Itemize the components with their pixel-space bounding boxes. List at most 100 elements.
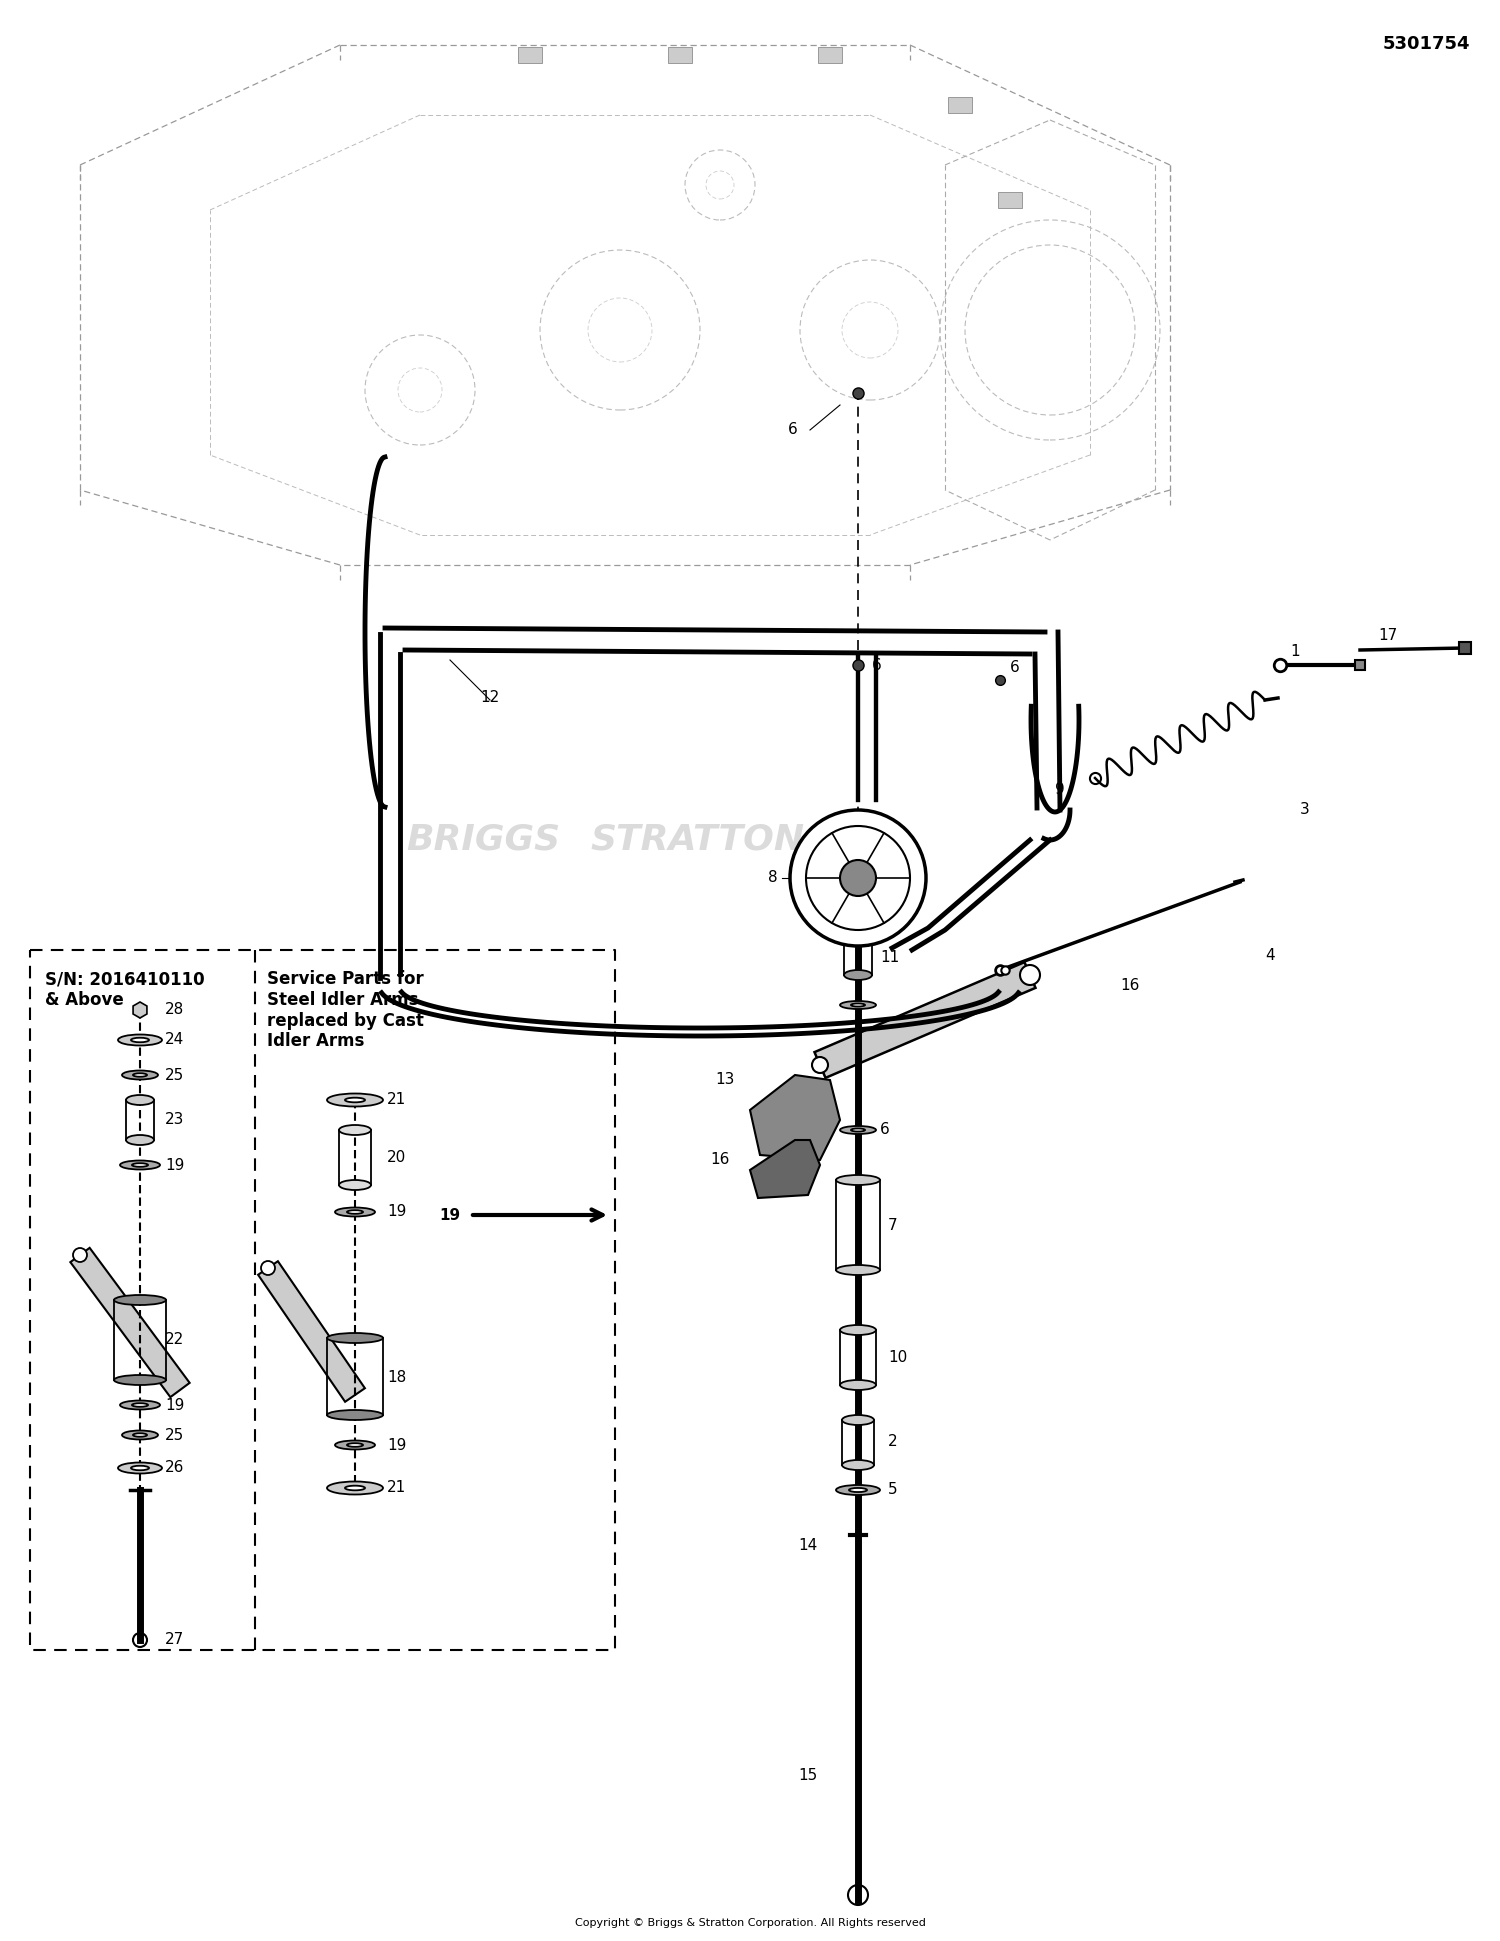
Ellipse shape — [126, 1135, 154, 1145]
Text: 25: 25 — [165, 1427, 184, 1442]
Text: 6: 6 — [880, 1122, 890, 1137]
Polygon shape — [750, 1139, 820, 1198]
Polygon shape — [70, 1248, 189, 1398]
FancyBboxPatch shape — [818, 47, 842, 62]
Text: 25: 25 — [165, 1068, 184, 1083]
Ellipse shape — [114, 1295, 166, 1304]
Ellipse shape — [334, 1440, 375, 1450]
Ellipse shape — [327, 1093, 382, 1106]
Ellipse shape — [840, 1126, 876, 1134]
Text: 10: 10 — [888, 1349, 908, 1365]
Text: 20: 20 — [387, 1149, 406, 1165]
Ellipse shape — [842, 1415, 874, 1425]
Ellipse shape — [327, 1333, 382, 1343]
Text: 27: 27 — [165, 1632, 184, 1648]
Ellipse shape — [327, 1409, 382, 1421]
Ellipse shape — [134, 1073, 147, 1077]
Text: Service Parts for
Steel Idler Arms
replaced by Cast
Idler Arms: Service Parts for Steel Idler Arms repla… — [267, 970, 424, 1050]
Polygon shape — [815, 963, 1035, 1077]
Polygon shape — [258, 1262, 364, 1401]
Text: 13: 13 — [716, 1073, 735, 1087]
Ellipse shape — [339, 1180, 370, 1190]
Text: 19: 19 — [165, 1157, 184, 1172]
Text: 5301754: 5301754 — [1383, 35, 1470, 52]
Text: 17: 17 — [1378, 627, 1398, 642]
Ellipse shape — [132, 1163, 148, 1167]
Ellipse shape — [836, 1485, 880, 1495]
Ellipse shape — [134, 1432, 147, 1436]
Ellipse shape — [346, 1444, 363, 1446]
Ellipse shape — [850, 1128, 865, 1132]
Ellipse shape — [118, 1462, 162, 1473]
Text: 19: 19 — [387, 1438, 406, 1452]
Text: 16: 16 — [711, 1153, 730, 1167]
Text: 6: 6 — [789, 423, 798, 437]
Text: 21: 21 — [387, 1481, 406, 1495]
Ellipse shape — [844, 970, 871, 980]
Circle shape — [261, 1262, 274, 1275]
Text: S/N: 2016410110
& Above: S/N: 2016410110 & Above — [45, 970, 204, 1009]
Text: 5: 5 — [888, 1483, 897, 1498]
Text: 19: 19 — [165, 1398, 184, 1413]
Text: 23: 23 — [165, 1112, 184, 1128]
Ellipse shape — [840, 1326, 876, 1335]
Ellipse shape — [130, 1465, 148, 1469]
Ellipse shape — [327, 1481, 382, 1495]
Text: 24: 24 — [165, 1033, 184, 1048]
Ellipse shape — [849, 1489, 867, 1493]
Ellipse shape — [836, 1174, 880, 1186]
Ellipse shape — [842, 1460, 874, 1469]
Text: 22: 22 — [165, 1333, 184, 1347]
Text: BRIGGS: BRIGGS — [406, 823, 560, 858]
Circle shape — [74, 1248, 87, 1262]
Text: 19: 19 — [387, 1205, 406, 1219]
Ellipse shape — [120, 1401, 160, 1409]
Ellipse shape — [132, 1403, 148, 1407]
Text: 6: 6 — [871, 658, 882, 672]
Ellipse shape — [130, 1038, 148, 1042]
Circle shape — [790, 809, 926, 945]
Text: Copyright © Briggs & Stratton Corporation. All Rights reserved: Copyright © Briggs & Stratton Corporatio… — [574, 1918, 926, 1927]
FancyBboxPatch shape — [518, 47, 542, 62]
Ellipse shape — [120, 1161, 160, 1170]
Text: 19: 19 — [440, 1207, 460, 1223]
Ellipse shape — [840, 1002, 876, 1009]
Text: 4: 4 — [1264, 947, 1275, 963]
Text: 11: 11 — [880, 949, 900, 965]
Ellipse shape — [339, 1126, 370, 1135]
Text: 18: 18 — [387, 1370, 406, 1386]
Ellipse shape — [334, 1207, 375, 1217]
FancyBboxPatch shape — [668, 47, 692, 62]
Text: 26: 26 — [165, 1460, 184, 1475]
Circle shape — [1020, 965, 1040, 984]
Ellipse shape — [840, 1380, 876, 1390]
Text: 9: 9 — [1054, 782, 1065, 798]
Text: STRATTON: STRATTON — [590, 823, 804, 858]
Ellipse shape — [126, 1095, 154, 1104]
Text: 2: 2 — [888, 1434, 897, 1450]
Ellipse shape — [836, 1266, 880, 1275]
Ellipse shape — [850, 1003, 865, 1007]
Polygon shape — [750, 1075, 840, 1161]
Ellipse shape — [345, 1485, 364, 1491]
Text: 16: 16 — [1120, 978, 1140, 992]
Text: 8: 8 — [768, 870, 778, 885]
Ellipse shape — [346, 1209, 363, 1213]
Text: 7: 7 — [888, 1217, 897, 1233]
Ellipse shape — [345, 1099, 364, 1102]
Text: 1: 1 — [1290, 644, 1299, 660]
Ellipse shape — [122, 1431, 158, 1440]
Circle shape — [812, 1058, 828, 1073]
Text: 12: 12 — [480, 691, 500, 705]
Polygon shape — [134, 1002, 147, 1017]
FancyBboxPatch shape — [998, 192, 1022, 208]
FancyBboxPatch shape — [948, 97, 972, 113]
Text: 6: 6 — [1010, 660, 1020, 675]
Ellipse shape — [118, 1035, 162, 1046]
Circle shape — [840, 860, 876, 897]
Text: 3: 3 — [1300, 802, 1310, 817]
Text: 14: 14 — [798, 1537, 818, 1553]
Text: 28: 28 — [165, 1002, 184, 1017]
Text: 21: 21 — [387, 1093, 406, 1108]
Ellipse shape — [122, 1071, 158, 1079]
